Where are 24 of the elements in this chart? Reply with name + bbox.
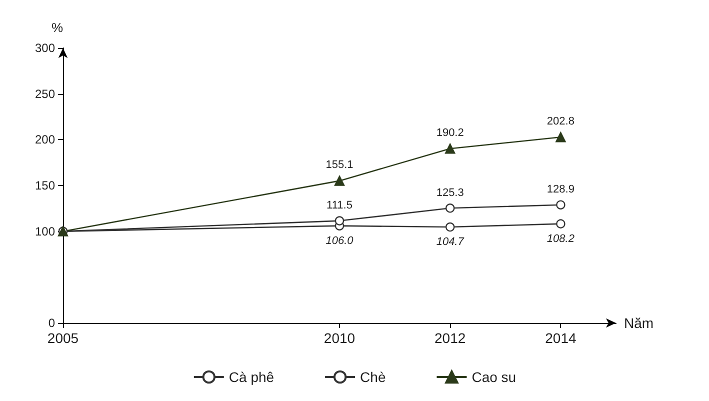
x-axis-title: Năm (624, 315, 654, 331)
data-label: 108.2 (546, 232, 574, 245)
data-label: 190.2 (436, 127, 464, 140)
y-tick-label: 0 (48, 316, 56, 330)
data-label: 128.9 (546, 184, 574, 196)
legend-label: Cà phê (228, 369, 274, 385)
data-label: 202.8 (546, 116, 574, 128)
legend-label: Cao su (472, 369, 516, 385)
y-tick-label: 100 (34, 224, 56, 238)
data-label: 106.0 (326, 234, 354, 247)
y-tick-label: 300 (34, 41, 56, 55)
x-tick-label: 2010 (324, 330, 356, 346)
y-axis-title: % (51, 20, 64, 35)
y-tick-label: 250 (34, 86, 56, 101)
x-tick-label: 2005 (47, 330, 79, 346)
data-label: 125.3 (436, 187, 464, 200)
legend-label: Chè (360, 369, 386, 385)
y-tick-label: 200 (34, 132, 56, 147)
data-label: 104.7 (436, 236, 465, 248)
x-tick-label: 2014 (545, 330, 576, 346)
data-label: 155.1 (326, 159, 354, 172)
x-tick-label: 2012 (434, 330, 466, 346)
data-label: 111.5 (326, 200, 352, 212)
y-tick-label: 150 (34, 178, 56, 192)
